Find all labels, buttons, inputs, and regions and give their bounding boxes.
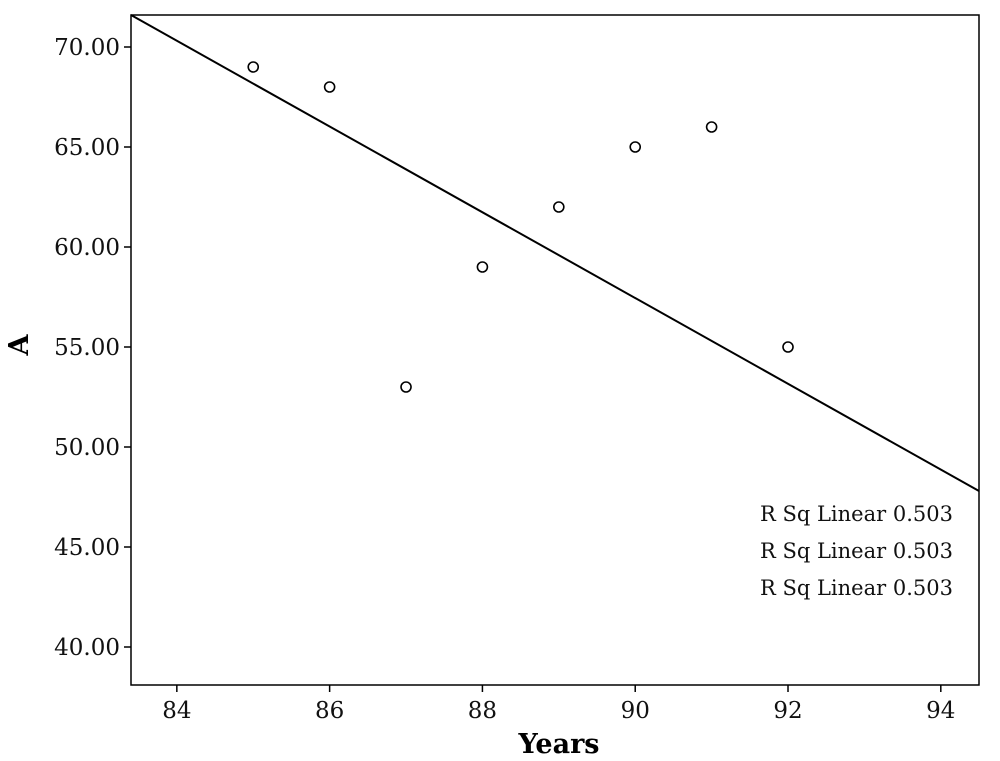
x-axis: 84 86 88 90 92 94: [162, 685, 955, 724]
data-points: [247, 61, 794, 393]
x-axis-title: Years: [517, 729, 599, 760]
y-tick-label: 70.00: [54, 35, 120, 61]
x-tick-label: 86: [315, 698, 344, 724]
x-tick-label: 90: [621, 698, 650, 724]
r-squared-annotation: R Sq Linear 0.503: [760, 539, 953, 563]
x-tick-label: 92: [773, 698, 802, 724]
data-point: [629, 141, 642, 153]
r-squared-annotation: R Sq Linear 0.503: [760, 576, 953, 600]
data-point: [476, 261, 489, 273]
y-tick-label: 45.00: [54, 535, 120, 561]
plot-frame: [130, 14, 980, 686]
data-point: [247, 61, 260, 73]
data-point: [782, 341, 794, 353]
y-tick-label: 60.00: [54, 235, 120, 261]
linear-fit-line: [130, 14, 980, 492]
x-tick-label: 94: [926, 698, 955, 724]
y-tick-label: 40.00: [54, 635, 120, 661]
y-tick-label: 50.00: [54, 435, 120, 461]
data-point: [705, 121, 718, 133]
r-squared-annotation: R Sq Linear 0.503: [760, 502, 953, 526]
y-tick-label: 65.00: [54, 135, 120, 161]
data-point: [400, 381, 412, 393]
y-axis-title: A: [4, 333, 35, 356]
y-tick-label: 55.00: [54, 335, 120, 361]
x-tick-label: 84: [162, 698, 191, 724]
data-point: [553, 201, 565, 213]
y-axis: 40.00 45.00 50.00 55.00 60.00 65.00 70.00: [54, 35, 131, 661]
data-point: [323, 81, 336, 93]
annotations: R Sq Linear 0.503 R Sq Linear 0.503 R Sq L…: [760, 502, 953, 600]
x-tick-label: 88: [468, 698, 497, 724]
